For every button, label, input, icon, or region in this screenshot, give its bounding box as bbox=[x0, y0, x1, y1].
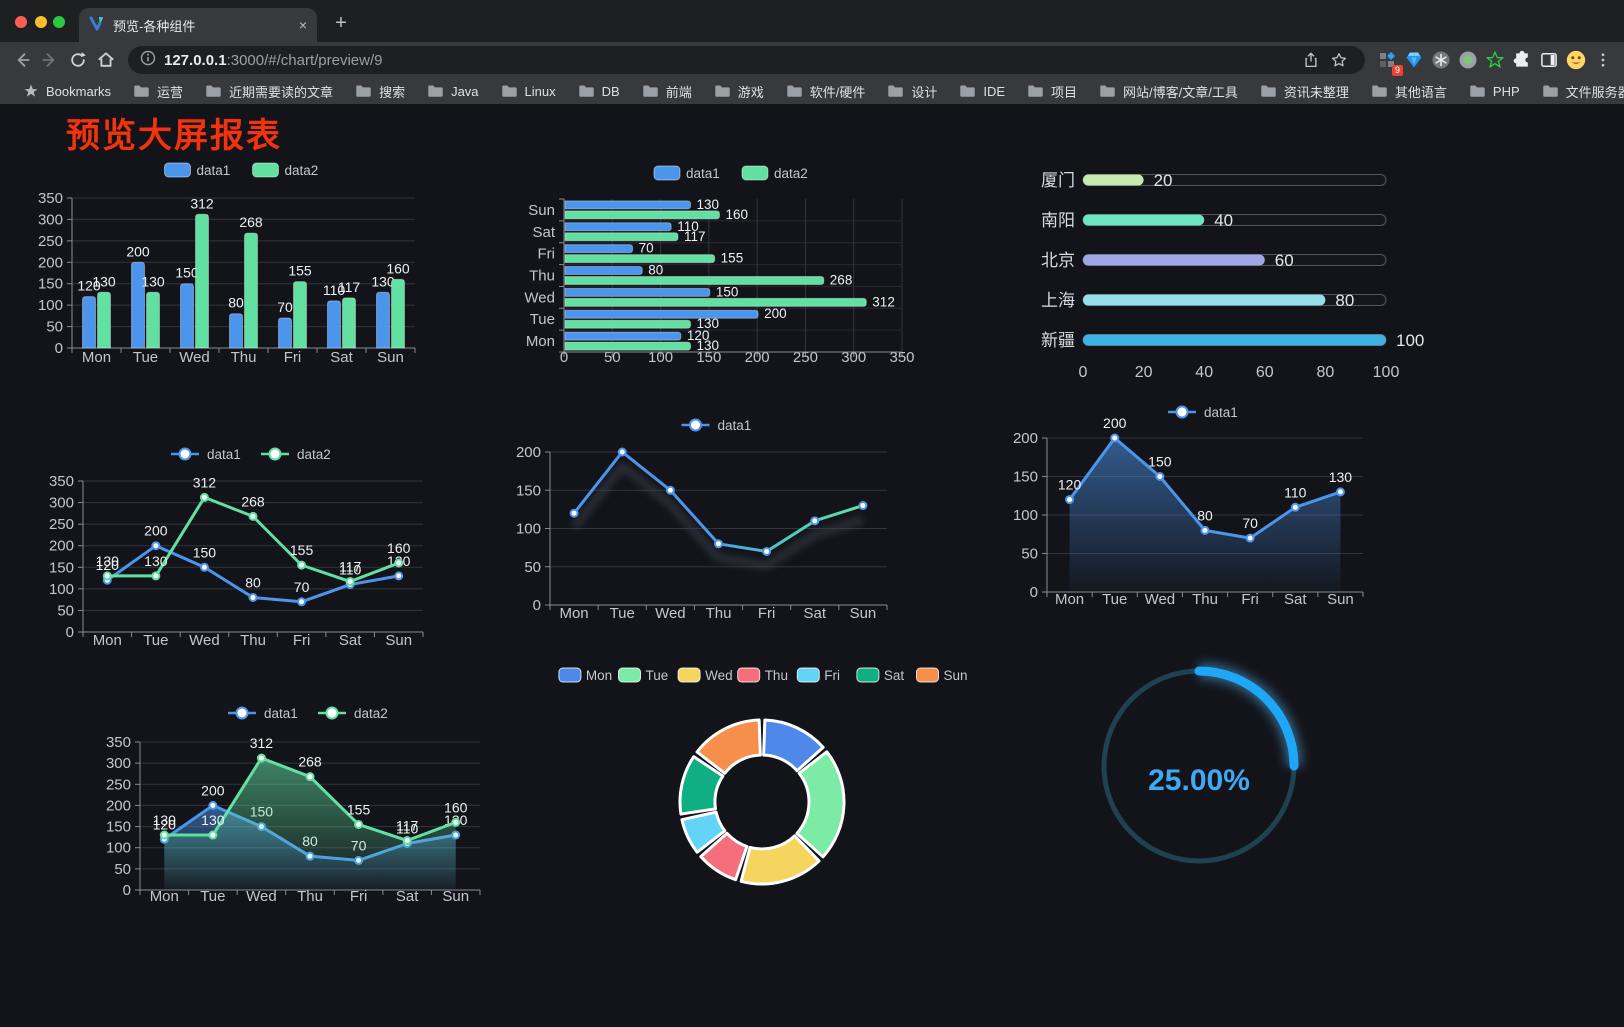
bookmark-folder-label: 游戏 bbox=[737, 84, 764, 100]
window-close-button[interactable] bbox=[15, 16, 27, 28]
bookmark-folder[interactable]: IDE bbox=[948, 84, 1016, 99]
window-zoom-button[interactable] bbox=[53, 16, 65, 28]
bookmark-folder-label: PHP bbox=[1492, 83, 1520, 99]
extension-green-dot-icon[interactable] bbox=[1454, 47, 1481, 73]
bookmark-folder[interactable]: 游戏 bbox=[703, 82, 775, 101]
bookmark-folder[interactable]: 其他语言 bbox=[1360, 82, 1458, 101]
forward-button[interactable] bbox=[36, 46, 64, 74]
extension-badge: 9 bbox=[1391, 65, 1403, 76]
browser-toolbar: 127.0.0.1:3000/#/chart/preview/9 9 bbox=[0, 42, 1624, 78]
extension-green-star-icon[interactable] bbox=[1481, 47, 1508, 73]
tab-title: 预览-各种组件 bbox=[113, 18, 196, 34]
bookmark-star-icon[interactable] bbox=[1325, 46, 1353, 74]
browser-tab[interactable]: 预览-各种组件 × bbox=[79, 8, 317, 42]
bookmarks-manager[interactable]: Bookmarks bbox=[12, 83, 122, 99]
bookmark-folder[interactable]: 前端 bbox=[631, 82, 703, 101]
extension-grid-icon[interactable]: 9 bbox=[1373, 47, 1403, 76]
extension-circle-asterisk-icon[interactable] bbox=[1427, 47, 1454, 73]
bookmark-folder[interactable]: 资讯未整理 bbox=[1249, 82, 1360, 101]
reload-button[interactable] bbox=[64, 46, 92, 74]
bookmark-folder-label: Java bbox=[451, 83, 479, 99]
bookmark-folder-label: 近期需要读的文章 bbox=[229, 84, 334, 100]
bookmark-folder[interactable]: PHP bbox=[1458, 84, 1531, 99]
bookmarks-label: Bookmarks bbox=[46, 83, 112, 99]
home-button[interactable] bbox=[92, 46, 120, 74]
bookmark-folder-label: 运营 bbox=[157, 84, 184, 100]
bookmark-folder[interactable]: 近期需要读的文章 bbox=[194, 82, 344, 101]
bookmark-folder[interactable]: 文件服务器 bbox=[1531, 82, 1624, 101]
bookmark-folder-label: 前端 bbox=[665, 84, 692, 100]
bookmark-folder-label: 软件/硬件 bbox=[809, 84, 866, 100]
bookmark-folder[interactable]: Linux bbox=[490, 84, 567, 99]
url-host: 127.0.0.1 bbox=[164, 51, 227, 69]
page-background bbox=[0, 104, 1624, 1027]
address-bar[interactable]: 127.0.0.1:3000/#/chart/preview/9 bbox=[128, 46, 1365, 74]
new-tab-button[interactable]: + bbox=[335, 11, 347, 34]
bookmark-folder-label: 网站/博客/文章/工具 bbox=[1123, 84, 1238, 100]
bookmark-folder[interactable]: DB bbox=[567, 84, 631, 99]
bookmark-folder-label: 设计 bbox=[911, 84, 938, 100]
bookmark-folder-label: DB bbox=[601, 83, 620, 99]
bookmark-folder-label: 其他语言 bbox=[1394, 84, 1447, 100]
window-minimize-button[interactable] bbox=[35, 16, 47, 28]
window-titlebar: 预览-各种组件 × + bbox=[0, 0, 1624, 42]
bookmark-folder-label: 搜索 bbox=[379, 84, 406, 100]
bookmark-folder[interactable]: Java bbox=[416, 84, 489, 99]
url-path: :3000/#/chart/preview/9 bbox=[226, 51, 383, 69]
profile-avatar[interactable] bbox=[1562, 47, 1589, 73]
bookmarks-bar: Bookmarks 运营 近期需要读的文章 搜索 Java Linux DB 前端 游戏 软件/… bbox=[0, 78, 1624, 104]
tab-close-icon[interactable]: × bbox=[298, 17, 307, 33]
bookmark-folder[interactable]: 运营 bbox=[122, 82, 194, 101]
bookmark-folder-label: Linux bbox=[524, 83, 556, 99]
page-title: 预览大屏报表 bbox=[66, 117, 282, 155]
site-info-icon[interactable] bbox=[140, 50, 156, 71]
menu-icon[interactable] bbox=[1589, 47, 1616, 73]
site-favicon bbox=[89, 15, 105, 36]
bookmark-folder-label: 文件服务器 bbox=[1565, 84, 1624, 100]
bookmark-folder-label: 资讯未整理 bbox=[1283, 84, 1349, 100]
bookmark-folder[interactable]: 项目 bbox=[1016, 82, 1088, 101]
bookmark-folder[interactable]: 设计 bbox=[876, 82, 948, 101]
bookmark-folder-label: IDE bbox=[983, 83, 1006, 99]
back-button[interactable] bbox=[8, 46, 36, 74]
share-icon[interactable] bbox=[1297, 46, 1325, 74]
bookmark-folder[interactable]: 网站/博客/文章/工具 bbox=[1088, 82, 1249, 101]
extension-gem-icon[interactable] bbox=[1400, 47, 1427, 73]
extensions-puzzle-icon[interactable] bbox=[1508, 47, 1535, 73]
bookmark-folder-label: 项目 bbox=[1051, 84, 1078, 100]
bookmark-folder[interactable]: 软件/硬件 bbox=[775, 82, 877, 101]
side-panel-icon[interactable] bbox=[1535, 47, 1562, 73]
bookmark-folder[interactable]: 搜索 bbox=[344, 82, 416, 101]
